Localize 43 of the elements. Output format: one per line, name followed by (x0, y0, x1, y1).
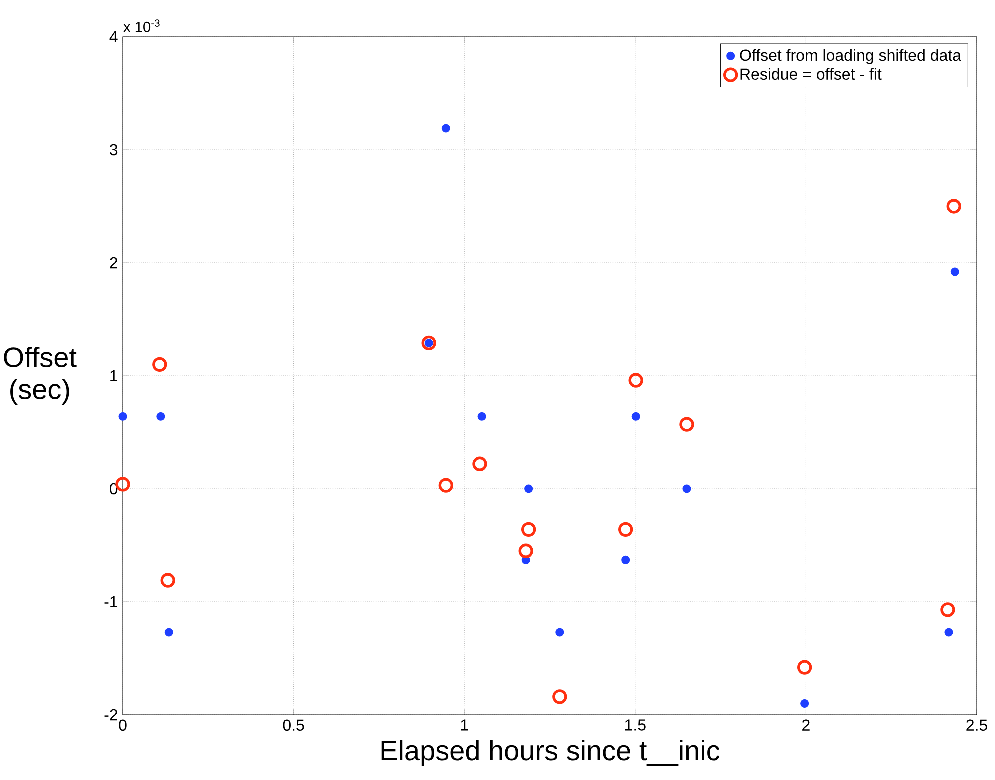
point (156, 412, 166, 421)
legend-label: Residue = offset - fit (740, 68, 882, 80)
y-tick-label: -2 (104, 709, 118, 721)
point (800, 699, 810, 708)
y-axis-title: Offset (sec) (4, 346, 77, 406)
point (472, 456, 488, 472)
point (556, 628, 564, 637)
text: x 10$^{-3}$ (124, 20, 160, 32)
point (524, 484, 534, 494)
point (152, 357, 168, 372)
x-tick-label: 0 (119, 720, 127, 732)
x-tick-label: 1 (461, 720, 468, 731)
point (682, 484, 692, 494)
x-tick-label: 1.5 (625, 720, 646, 731)
point (164, 628, 174, 637)
point (442, 124, 450, 133)
x-tick-label: 0.5 (283, 720, 304, 732)
point (521, 522, 536, 537)
point (618, 522, 634, 537)
point (798, 660, 812, 675)
point (632, 412, 640, 421)
legend-label: Offset from loading shifted data (740, 49, 962, 64)
point (160, 573, 176, 588)
point (944, 628, 954, 637)
point (628, 373, 644, 388)
point (478, 412, 486, 421)
y-tick-label: -1 (104, 596, 118, 608)
x-axis-title: Elapsed hours since t__inic (382, 740, 720, 766)
x-tick-label: 2.5 (966, 720, 988, 732)
y-tick-label: 3 (110, 144, 118, 156)
point (622, 556, 630, 564)
point (552, 690, 568, 704)
x-tick-label: 2 (802, 720, 810, 731)
y-tick-label: 1 (110, 370, 118, 382)
point (680, 417, 694, 432)
point (118, 412, 128, 421)
y-tick-label: 4 (110, 32, 118, 42)
y-tick-label: 2 (110, 257, 118, 269)
point (422, 336, 436, 351)
point (946, 199, 962, 214)
point (438, 478, 454, 493)
point (518, 544, 534, 558)
point (940, 602, 956, 618)
